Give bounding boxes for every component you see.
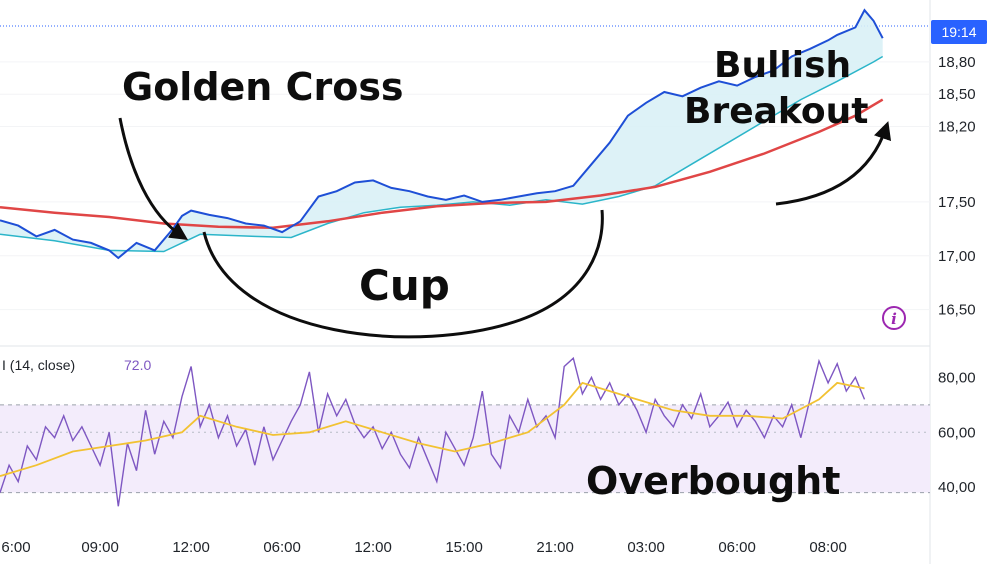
last-price-tag: 19:14 <box>931 20 987 44</box>
price-tick-label: 18,20 <box>938 119 976 136</box>
golden-cross-label: Golden Cross <box>122 65 404 109</box>
rsi-value: 72.0 <box>124 357 151 373</box>
breakout-label: Breakout <box>684 91 868 132</box>
series-slow-ma <box>0 98 884 230</box>
price-panel <box>0 8 884 260</box>
rsi-tick-label: 60,00 <box>938 424 976 441</box>
rsi-panel <box>0 356 930 507</box>
cup-label: Cup <box>359 261 450 310</box>
time-tick-label: 06:00 <box>263 539 301 556</box>
last-price-text: 19:14 <box>941 24 976 40</box>
time-tick-label: 03:00 <box>627 539 665 556</box>
rsi-tick-label: 40,00 <box>938 479 976 496</box>
price-tick-label: 17,50 <box>938 194 976 211</box>
price-tick-label: 18,80 <box>938 54 976 71</box>
bullish-label: Bullish <box>714 45 851 86</box>
info-icon[interactable]: i <box>882 306 906 330</box>
price-tick-label: 16,50 <box>938 302 976 319</box>
time-tick-label: 09:00 <box>81 539 119 556</box>
time-tick-label: 06:00 <box>718 539 756 556</box>
time-tick-label: 21:00 <box>536 539 574 556</box>
series-rsi <box>0 356 866 507</box>
series-price <box>0 8 884 260</box>
time-tick-label: 12:00 <box>354 539 392 556</box>
time-tick-label: 12:00 <box>172 539 210 556</box>
price-tick-label: 17,00 <box>938 248 976 265</box>
axis-layer: 16,50 17,00 17,50 18,20 18,50 18,80 40,00 60,00… <box>1 54 975 556</box>
rsi-tick-label: 80,00 <box>938 369 976 386</box>
time-tick-label: 08:00 <box>809 539 847 556</box>
series-rsi-ma <box>0 381 865 477</box>
cup-curve <box>202 209 604 339</box>
time-tick-label: 15:00 <box>445 539 483 556</box>
price-band-fill <box>0 10 883 259</box>
golden-cross-arrow <box>118 117 189 240</box>
breakout-arrow <box>775 121 892 206</box>
rsi-title: I (14, close) <box>2 357 75 373</box>
svg-text:i: i <box>891 310 897 328</box>
price-tick-label: 18,50 <box>938 86 976 103</box>
overbought-label: Overbought <box>586 459 840 503</box>
time-tick-label: 6:00 <box>1 539 30 556</box>
